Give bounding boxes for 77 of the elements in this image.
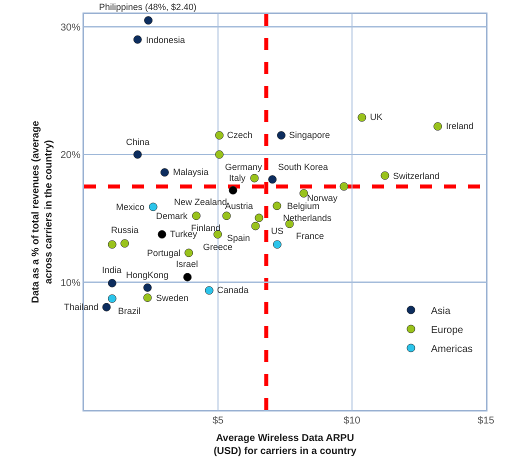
point — [268, 175, 277, 184]
annotation: Mexico — [116, 202, 145, 212]
annotation: Finland — [191, 223, 221, 233]
point — [143, 283, 152, 292]
annotation: Philippines (48%, $2.40) — [99, 2, 197, 12]
annotation: China — [126, 137, 150, 147]
annotation: Canada — [217, 285, 249, 295]
point — [251, 222, 260, 230]
point — [380, 171, 390, 180]
y-tick-label: 20% — [60, 150, 81, 162]
legend-label: Europe — [430, 324, 464, 336]
annotation: Singapore — [289, 130, 330, 140]
annotation: New Zealand — [174, 197, 228, 207]
x-tick-label: $5 — [212, 416, 224, 426]
point — [215, 131, 224, 140]
point — [133, 150, 142, 159]
point — [222, 212, 231, 220]
annotation: Belgium — [287, 201, 320, 211]
annotation: Thailand — [64, 302, 99, 312]
point — [272, 202, 282, 210]
point — [102, 302, 111, 312]
point — [108, 294, 116, 303]
annotation: Greece — [203, 242, 233, 252]
annotation: Brazil — [118, 306, 141, 316]
point — [277, 131, 286, 140]
annotation: Austria — [225, 201, 254, 211]
point — [358, 113, 366, 122]
point — [120, 239, 129, 248]
annotation: Switzerland — [393, 171, 440, 181]
annotation: Portugal — [147, 248, 181, 258]
annotation: Spain — [227, 233, 250, 243]
annotation: Indonesia — [146, 35, 186, 45]
point — [143, 293, 152, 302]
annotation: UK — [370, 112, 383, 122]
annotation: Israel — [176, 259, 198, 269]
annotation: Ireland — [446, 121, 474, 131]
point — [215, 150, 224, 159]
point — [160, 168, 169, 177]
point — [204, 286, 214, 295]
x-tick-label: $15 — [478, 416, 495, 426]
point — [228, 186, 238, 195]
point — [183, 272, 192, 282]
annotation: India — [102, 265, 122, 275]
point — [108, 278, 116, 288]
annotation: Italy — [229, 173, 246, 183]
annotation: Germany — [225, 162, 263, 172]
point — [300, 189, 308, 198]
y-axis-title: Data as a % of total revenues (average across carriers in the country) — [30, 120, 55, 304]
point — [254, 214, 264, 222]
annotation: HongKong — [126, 270, 169, 280]
point — [434, 122, 442, 131]
annotation: Russia — [111, 225, 139, 235]
point — [250, 174, 259, 182]
point — [133, 35, 142, 44]
x-axis-title: Average Wireless Data ARPU (USD) for carriers in a country — [214, 432, 357, 457]
annotation: Norway — [307, 193, 338, 203]
annotation: France — [296, 231, 324, 241]
annotation: Demark — [156, 211, 188, 221]
point — [108, 240, 116, 249]
annotation: South Korea — [278, 162, 328, 172]
annotation: Sweden — [156, 293, 189, 303]
point — [184, 248, 194, 258]
annotation: Czech — [227, 130, 253, 140]
legend-label: Asia — [430, 306, 451, 317]
legend-label: Americas — [430, 344, 473, 355]
annotation: Malaysia — [173, 167, 209, 177]
point — [192, 212, 201, 220]
y-tick-label: 30% — [60, 22, 81, 34]
annotation: US — [271, 226, 284, 236]
y-tick-label: 10% — [60, 278, 81, 289]
x-tick-label: $10 — [344, 416, 361, 426]
point — [272, 240, 282, 249]
point — [340, 182, 348, 191]
point — [144, 16, 153, 25]
point — [148, 202, 158, 212]
annotation: Netherlands — [283, 213, 332, 223]
point — [158, 230, 166, 239]
